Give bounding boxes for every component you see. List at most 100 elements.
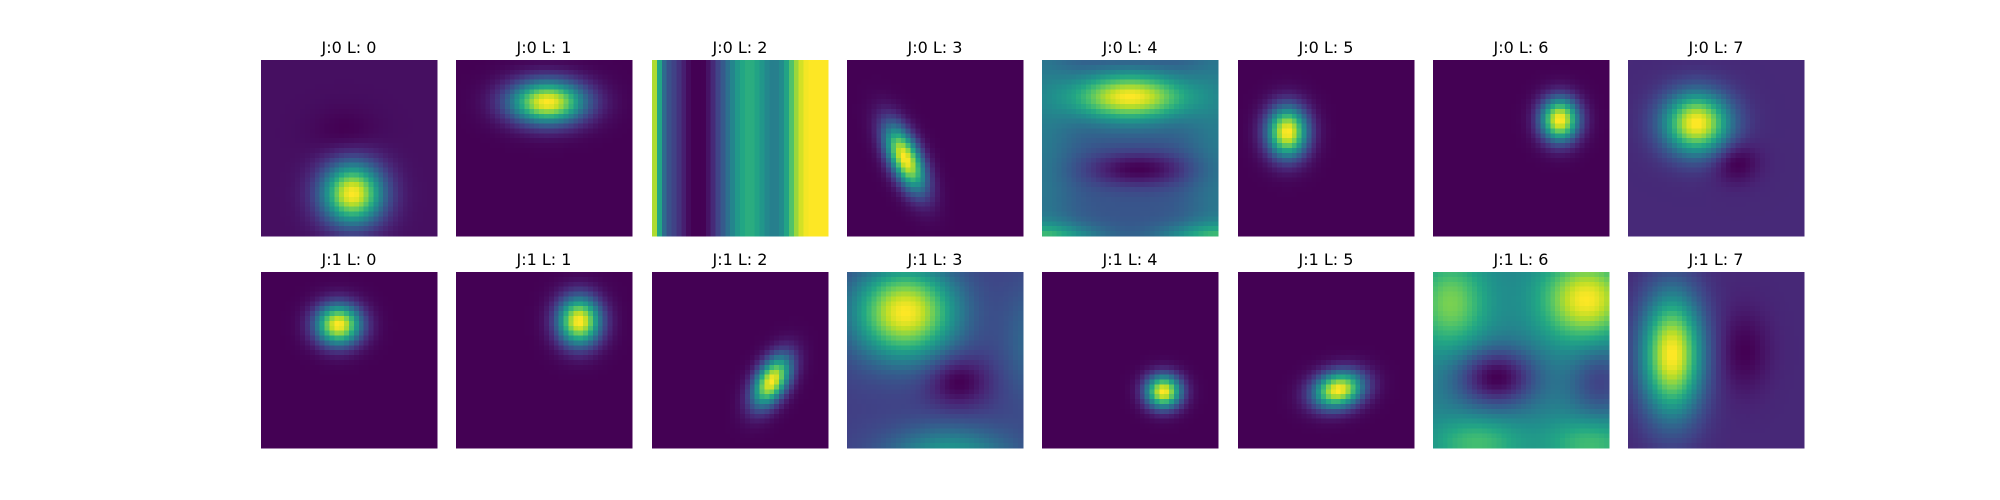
- heatmap-cell: [339, 201, 345, 208]
- heatmap-cell: [661, 216, 668, 222]
- heatmap-cell: [691, 211, 697, 218]
- heatmap-cell: [529, 74, 535, 81]
- heatmap-cell: [285, 64, 291, 71]
- heatmap-cell: [691, 128, 697, 134]
- heatmap-cell: [793, 89, 800, 95]
- heatmap-cell: [808, 192, 814, 198]
- heatmap-cell: [725, 231, 731, 237]
- heatmap-cell: [1003, 118, 1009, 125]
- heatmap-cell: [300, 123, 306, 130]
- heatmap-cell: [759, 89, 766, 95]
- heatmap-cell: [524, 60, 530, 66]
- heatmap-cell: [407, 201, 414, 208]
- heatmap-cell: [475, 152, 482, 159]
- heatmap-cell: [583, 196, 589, 203]
- heatmap-cell: [368, 99, 375, 105]
- heatmap-cell: [813, 226, 819, 232]
- heatmap-cell: [935, 104, 941, 110]
- heatmap-cell: [700, 231, 707, 237]
- heatmap-cell: [1018, 138, 1024, 144]
- heatmap-cell: [368, 79, 375, 86]
- heatmap-cell: [344, 118, 350, 125]
- panel-title: J:0 L: 3: [907, 38, 963, 57]
- heatmap-cell: [578, 118, 584, 125]
- heatmap-cell: [290, 187, 296, 193]
- heatmap-cell: [779, 206, 785, 213]
- heatmap-cell: [563, 187, 570, 193]
- heatmap-cell: [465, 157, 472, 164]
- heatmap-cell: [983, 113, 990, 120]
- heatmap-cell: [417, 206, 423, 213]
- heatmap-cell: [290, 196, 296, 203]
- heatmap-cell: [534, 138, 540, 144]
- heatmap-cell: [519, 69, 526, 76]
- heatmap-cell: [784, 167, 790, 174]
- heatmap-cell: [422, 79, 428, 86]
- heatmap-cell: [290, 177, 296, 183]
- heatmap-cell: [427, 182, 433, 188]
- heatmap-cell: [422, 211, 428, 218]
- heatmap-cell: [285, 211, 291, 218]
- heatmap-cell: [309, 152, 316, 159]
- heatmap-cell: [696, 128, 702, 134]
- heatmap-cell: [691, 201, 697, 208]
- heatmap-cell: [402, 60, 409, 66]
- heatmap-cell: [407, 64, 414, 71]
- heatmap-cell: [397, 216, 404, 222]
- heatmap-cell: [300, 133, 306, 139]
- heatmap-cell: [563, 60, 570, 66]
- heatmap-cell: [339, 138, 345, 144]
- heatmap-cell: [876, 113, 882, 120]
- heatmap-cell: [1008, 192, 1014, 198]
- heatmap-cell: [573, 157, 579, 164]
- heatmap-cell: [925, 84, 931, 90]
- heatmap-cell: [627, 89, 633, 95]
- heatmap-cell: [856, 133, 863, 139]
- heatmap-cell: [920, 192, 926, 198]
- heatmap-cell: [363, 123, 370, 130]
- heatmap-cell: [705, 157, 712, 164]
- heatmap-cell: [373, 60, 379, 66]
- heatmap-cell: [696, 69, 702, 76]
- heatmap-cell: [339, 172, 345, 178]
- heatmap-cell: [769, 84, 775, 90]
- heatmap-cell: [378, 148, 384, 154]
- heatmap-cell: [730, 84, 736, 90]
- heatmap-cell: [998, 133, 1005, 139]
- heatmap-cell: [412, 123, 419, 130]
- heatmap-cell: [823, 211, 829, 218]
- heatmap-cell: [979, 172, 985, 178]
- heatmap-cell: [944, 177, 951, 183]
- heatmap-cell: [432, 84, 438, 90]
- heatmap-cell: [930, 84, 936, 90]
- heatmap-cell: [275, 187, 282, 193]
- heatmap-cell: [314, 182, 321, 188]
- heatmap-cell: [412, 138, 419, 144]
- heatmap-cell: [715, 94, 722, 100]
- heatmap-cell: [412, 152, 419, 159]
- heatmap-cell: [998, 167, 1005, 174]
- heatmap-cell: [378, 187, 384, 193]
- heatmap-cell: [378, 192, 384, 198]
- heatmap-cell: [558, 89, 565, 95]
- heatmap-cell: [700, 99, 707, 105]
- heatmap-cell: [793, 133, 800, 139]
- heatmap-cell: [735, 162, 741, 169]
- heatmap-cell: [974, 148, 980, 154]
- heatmap-cell: [769, 69, 775, 76]
- heatmap-cell: [490, 84, 496, 90]
- heatmap-cell: [300, 128, 306, 134]
- heatmap-cell: [261, 108, 267, 115]
- heatmap-cell: [686, 74, 692, 81]
- heatmap-cell: [813, 143, 819, 149]
- heatmap-cell: [744, 108, 751, 115]
- heatmap-cell: [744, 221, 751, 227]
- heatmap-cell: [744, 172, 751, 178]
- heatmap-cell: [504, 182, 511, 188]
- heatmap-cell: [344, 192, 350, 198]
- heatmap-cell: [470, 113, 477, 120]
- heatmap-cell: [1018, 84, 1024, 90]
- heatmap-cell: [979, 192, 985, 198]
- heatmap-cell: [275, 157, 282, 164]
- heatmap-cell: [949, 192, 956, 198]
